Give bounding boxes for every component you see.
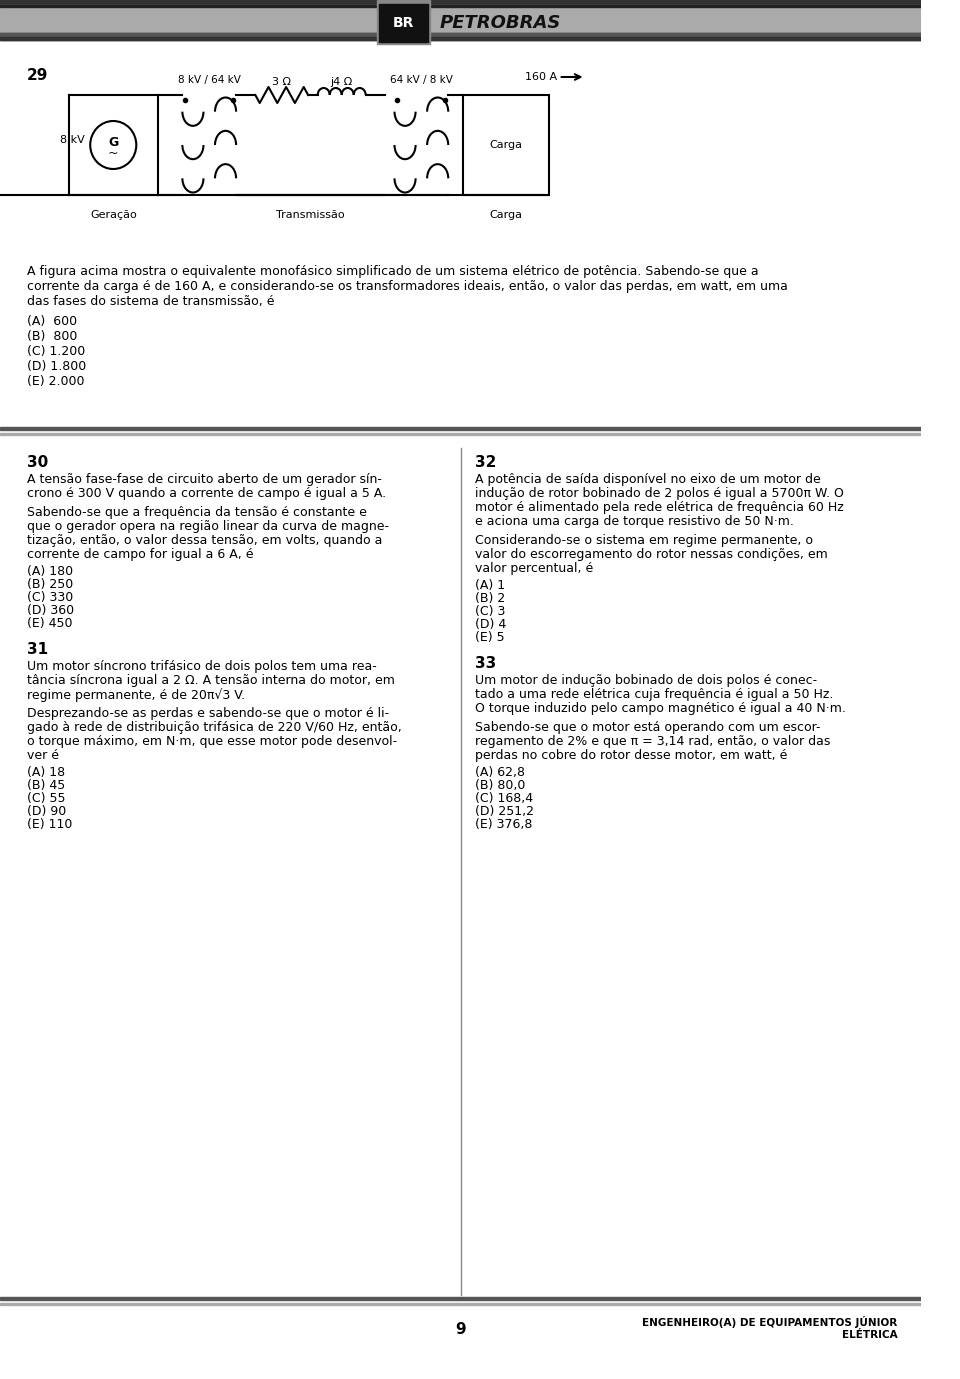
Bar (379, 4, 428, 41)
Text: 160 A: 160 A (524, 72, 557, 81)
Text: (B) 250: (B) 250 (27, 578, 73, 592)
Text: Desprezando-se as perdas e sabendo-se que o motor é li-: Desprezando-se as perdas e sabendo-se qu… (27, 707, 389, 720)
Text: corrente de campo for igual a 6 A, é: corrente de campo for igual a 6 A, é (27, 547, 253, 561)
Text: BR: BR (393, 17, 414, 30)
Text: (E) 110: (E) 110 (27, 818, 72, 832)
Text: (B) 80,0: (B) 80,0 (475, 779, 525, 792)
Text: ver é: ver é (27, 749, 59, 763)
Text: Carga: Carga (490, 141, 522, 150)
Text: Considerando-se o sistema em regime permanente, o: Considerando-se o sistema em regime perm… (475, 534, 813, 547)
Text: (C) 3: (C) 3 (475, 605, 506, 618)
Text: (C) 55: (C) 55 (27, 792, 65, 805)
Text: regamento de 2% e que π = 3,14 rad, então, o valor das: regamento de 2% e que π = 3,14 rad, entã… (475, 735, 830, 747)
Text: Sabendo-se que a frequência da tensão é constante e: Sabendo-se que a frequência da tensão é … (27, 506, 367, 519)
Text: (A)  600: (A) 600 (27, 314, 77, 328)
Bar (0, 427, 922, 430)
Text: Um motor de indução bobinado de dois polos é conec-: Um motor de indução bobinado de dois pol… (475, 674, 817, 687)
Text: G: G (108, 135, 118, 149)
Text: 29: 29 (27, 68, 48, 83)
Text: (E) 376,8: (E) 376,8 (475, 818, 533, 832)
Text: (D) 360: (D) 360 (27, 604, 74, 616)
Bar (463, 95, 549, 194)
Text: 32: 32 (475, 455, 496, 470)
Text: gado à rede de distribuição trifásica de 220 V/60 Hz, então,: gado à rede de distribuição trifásica de… (27, 721, 401, 734)
Bar (0, 0, 922, 3)
Bar (0, 33, 922, 39)
Text: que o gerador opera na região linear da curva de magne-: que o gerador opera na região linear da … (27, 520, 389, 534)
Text: 33: 33 (475, 656, 496, 672)
Text: PETROBRAS: PETROBRAS (440, 14, 561, 32)
Text: Um motor síncrono trifásico de dois polos tem uma rea-: Um motor síncrono trifásico de dois polo… (27, 661, 376, 673)
Text: A tensão fase-fase de circuito aberto de um gerador sín-: A tensão fase-fase de circuito aberto de… (27, 473, 382, 485)
Bar (0, 0, 922, 3)
Text: 31: 31 (27, 643, 48, 656)
Text: (C) 168,4: (C) 168,4 (475, 792, 533, 805)
Text: (E) 2.000: (E) 2.000 (27, 375, 84, 387)
Bar (0, 33, 922, 39)
Text: Transmissão: Transmissão (276, 210, 345, 221)
Text: (B)  800: (B) 800 (27, 330, 77, 343)
Text: o torque máximo, em N·m, que esse motor pode desenvol-: o torque máximo, em N·m, que esse motor … (27, 735, 397, 747)
Bar (0, 0, 922, 40)
Text: 3 Ω: 3 Ω (273, 77, 291, 87)
Text: regime permanente, é de 20π√3 V.: regime permanente, é de 20π√3 V. (27, 688, 245, 702)
Text: (D) 4: (D) 4 (475, 618, 506, 632)
Text: indução de rotor bobinado de 2 polos é igual a 5700π W. O: indução de rotor bobinado de 2 polos é i… (475, 487, 844, 501)
Text: 9: 9 (455, 1322, 466, 1338)
Text: tância síncrona igual a 2 Ω. A tensão interna do motor, em: tância síncrona igual a 2 Ω. A tensão in… (27, 674, 395, 687)
Bar (0, 37, 922, 40)
Text: 30: 30 (27, 455, 48, 470)
Bar (0, 0, 922, 6)
Text: A figura acima mostra o equivalente monofásico simplificado de um sistema elétri: A figura acima mostra o equivalente mono… (27, 265, 758, 279)
Text: Geração: Geração (90, 210, 137, 221)
Text: das fases do sistema de transmissão, é: das fases do sistema de transmissão, é (27, 295, 275, 308)
Text: (A) 1: (A) 1 (475, 579, 505, 592)
Text: A potência de saída disponível no eixo de um motor de: A potência de saída disponível no eixo d… (475, 473, 821, 485)
Text: Carga: Carga (490, 210, 522, 221)
Text: ELÉTRICA: ELÉTRICA (842, 1329, 898, 1340)
Text: ENGENHEIRO(A) DE EQUIPAMENTOS JÚNIOR: ENGENHEIRO(A) DE EQUIPAMENTOS JÚNIOR (642, 1316, 898, 1328)
Bar (0, 1298, 922, 1300)
Text: tado a uma rede elétrica cuja frequência é igual a 50 Hz.: tado a uma rede elétrica cuja frequência… (475, 688, 833, 701)
Text: ~: ~ (108, 146, 118, 160)
Bar (0, 37, 922, 40)
Text: 8 kV / 64 kV: 8 kV / 64 kV (178, 74, 241, 85)
Text: (A) 62,8: (A) 62,8 (475, 765, 525, 779)
Text: 64 kV / 8 kV: 64 kV / 8 kV (390, 74, 453, 85)
Text: 8 kV: 8 kV (60, 135, 84, 145)
Bar (0, 433, 922, 434)
Text: (A) 18: (A) 18 (27, 765, 65, 779)
Text: valor percentual, é: valor percentual, é (475, 563, 593, 575)
Text: (A) 180: (A) 180 (27, 565, 73, 578)
Text: corrente da carga é de 160 A, e considerando-se os transformadores ideais, então: corrente da carga é de 160 A, e consider… (27, 280, 788, 292)
Bar (0, 1303, 922, 1305)
Text: j4 Ω: j4 Ω (330, 77, 353, 87)
Text: e aciona uma carga de torque resistivo de 50 N·m.: e aciona uma carga de torque resistivo d… (475, 514, 794, 528)
Text: motor é alimentado pela rede elétrica de frequência 60 Hz: motor é alimentado pela rede elétrica de… (475, 501, 844, 514)
Text: Sabendo-se que o motor está operando com um escor-: Sabendo-se que o motor está operando com… (475, 721, 821, 734)
Text: (E) 5: (E) 5 (475, 632, 505, 644)
Bar (0, 6, 922, 39)
Text: O torque induzido pelo campo magnético é igual a 40 N·m.: O torque induzido pelo campo magnético é… (475, 702, 846, 714)
Bar (0, 4, 922, 7)
Text: (C) 330: (C) 330 (27, 592, 73, 604)
Text: tização, então, o valor dessa tensão, em volts, quando a: tização, então, o valor dessa tensão, em… (27, 534, 382, 547)
Text: crono é 300 V quando a corrente de campo é igual a 5 A.: crono é 300 V quando a corrente de campo… (27, 487, 386, 501)
Text: (D) 90: (D) 90 (27, 805, 66, 818)
Text: valor do escorregamento do rotor nessas condições, em: valor do escorregamento do rotor nessas … (475, 547, 828, 561)
Text: (D) 251,2: (D) 251,2 (475, 805, 534, 818)
Text: (E) 450: (E) 450 (27, 616, 72, 630)
Text: (B) 45: (B) 45 (27, 779, 65, 792)
Text: (D) 1.800: (D) 1.800 (27, 360, 86, 372)
Text: (B) 2: (B) 2 (475, 592, 505, 605)
Text: (C) 1.200: (C) 1.200 (27, 345, 85, 359)
Bar (377, 0, 430, 44)
Text: perdas no cobre do rotor desse motor, em watt, é: perdas no cobre do rotor desse motor, em… (475, 749, 787, 763)
